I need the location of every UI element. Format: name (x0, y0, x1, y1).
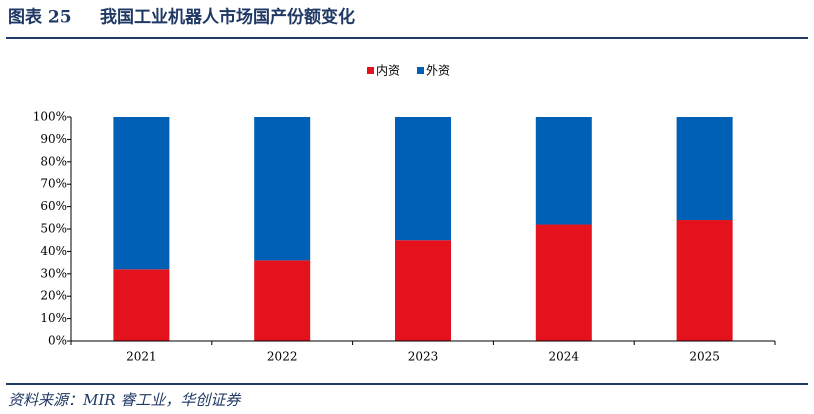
y-tick-label: 30% (40, 266, 67, 280)
bar-segment (113, 269, 170, 341)
bar-segment (254, 260, 311, 341)
y-tick-label: 40% (40, 244, 67, 258)
legend-swatch (417, 67, 424, 74)
legend-swatch (367, 67, 374, 74)
bar-segment (395, 240, 451, 341)
legend-label: 外资 (426, 64, 450, 78)
bar-segment (535, 224, 592, 341)
y-tick-label: 100% (33, 110, 67, 124)
x-tick-label: 2022 (267, 350, 298, 364)
y-tick-label: 50% (40, 222, 67, 236)
bar-segment (676, 220, 733, 341)
y-tick-label: 10% (40, 311, 67, 325)
bar-segment (676, 117, 733, 221)
y-tick-label: 20% (40, 289, 67, 303)
bar-segment (254, 117, 311, 261)
x-tick-label: 2023 (408, 350, 439, 364)
x-tick-label: 2025 (689, 350, 720, 364)
chart-title: 我国工业机器人市场国产份额变化 (100, 7, 355, 28)
y-tick-label: 70% (40, 177, 67, 191)
y-tick-label: 80% (40, 154, 67, 168)
y-tick-label: 60% (40, 199, 67, 213)
bar-segment (113, 117, 170, 270)
x-tick-label: 2021 (126, 350, 157, 364)
y-tick-label: 0% (48, 334, 67, 348)
legend-label: 内资 (376, 64, 400, 78)
source-note: 资料来源：MIR 睿工业，华创证券 (8, 391, 241, 409)
bar-segment (535, 117, 592, 225)
bar-segment (395, 117, 451, 241)
figure-label: 图表 25 (8, 7, 72, 28)
y-tick-label: 90% (40, 132, 67, 146)
x-tick-label: 2024 (549, 350, 580, 364)
